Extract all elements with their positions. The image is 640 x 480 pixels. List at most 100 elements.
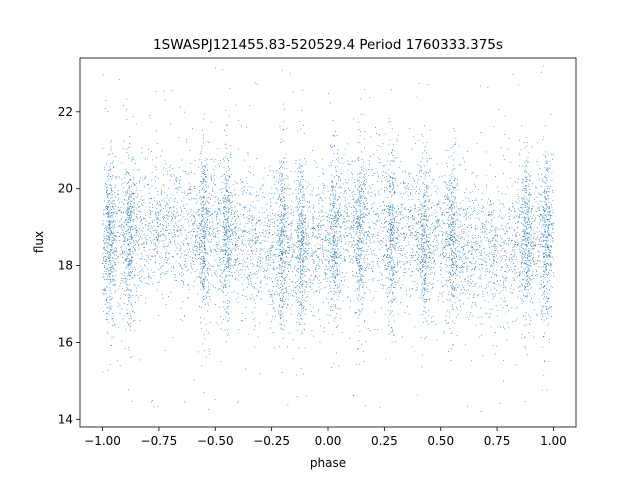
data-point — [357, 218, 359, 220]
data-point — [241, 181, 243, 183]
data-point — [253, 306, 255, 308]
data-point — [125, 329, 127, 331]
data-point — [155, 166, 157, 168]
data-point — [545, 151, 547, 153]
data-point — [451, 265, 452, 267]
data-point — [437, 188, 439, 189]
data-point — [351, 192, 353, 193]
data-point — [135, 232, 137, 233]
data-point — [398, 211, 400, 213]
data-point — [281, 222, 283, 224]
data-point — [471, 254, 472, 255]
data-point — [476, 255, 478, 257]
data-point — [225, 207, 226, 208]
data-point — [526, 259, 528, 261]
data-point — [217, 163, 219, 165]
data-point — [142, 243, 144, 245]
data-point — [410, 231, 412, 233]
data-point — [459, 208, 461, 210]
data-point — [234, 227, 236, 229]
data-point — [192, 286, 194, 287]
data-point — [342, 248, 344, 250]
data-point — [482, 259, 483, 261]
data-point — [480, 236, 481, 238]
data-point — [196, 238, 198, 240]
data-point — [513, 280, 515, 281]
data-point — [318, 280, 320, 282]
data-point — [312, 283, 314, 284]
data-point — [326, 269, 328, 271]
data-point — [165, 257, 167, 258]
data-point — [217, 264, 218, 266]
data-point — [269, 251, 271, 253]
data-point — [330, 145, 331, 147]
data-point — [196, 194, 197, 196]
data-point — [349, 261, 351, 263]
data-point — [542, 225, 544, 227]
data-point — [320, 234, 322, 236]
data-point — [523, 269, 525, 271]
data-point — [278, 233, 280, 235]
data-point — [550, 255, 552, 257]
data-point — [506, 238, 508, 240]
data-point — [134, 202, 136, 204]
data-point — [374, 194, 376, 195]
data-point — [232, 267, 234, 269]
data-point — [344, 190, 346, 192]
data-point — [412, 234, 414, 236]
data-point — [532, 244, 534, 246]
data-point — [474, 267, 476, 268]
data-point — [361, 278, 362, 280]
data-point — [250, 298, 252, 300]
data-point — [262, 229, 264, 231]
data-point — [393, 214, 394, 216]
data-point — [413, 219, 415, 221]
data-point — [377, 213, 379, 215]
data-point — [113, 240, 115, 241]
data-point — [255, 253, 257, 255]
data-point — [533, 206, 535, 207]
data-point — [467, 280, 469, 282]
data-point — [121, 227, 122, 229]
data-point — [168, 188, 170, 189]
data-point — [396, 282, 398, 284]
data-point — [546, 206, 548, 208]
data-point — [162, 184, 164, 186]
data-point — [392, 223, 394, 225]
data-point — [409, 235, 411, 237]
data-point — [366, 263, 368, 265]
data-point — [315, 270, 317, 272]
data-point — [347, 212, 348, 214]
data-point — [159, 235, 161, 236]
data-point — [386, 253, 388, 255]
data-point — [314, 277, 316, 279]
data-point — [535, 238, 537, 240]
data-point — [224, 249, 226, 251]
data-point — [164, 217, 165, 218]
data-point — [114, 196, 116, 198]
data-point — [134, 285, 136, 287]
data-point — [149, 222, 151, 224]
data-point — [351, 225, 353, 227]
data-point — [456, 205, 458, 207]
data-point — [143, 218, 145, 220]
data-point — [543, 207, 545, 209]
data-point — [367, 266, 369, 267]
data-point — [254, 228, 256, 230]
data-point — [104, 205, 106, 207]
data-point — [201, 161, 202, 163]
data-point — [471, 224, 473, 226]
data-point — [281, 228, 283, 230]
data-point — [483, 228, 485, 230]
data-point — [207, 262, 209, 264]
data-point — [525, 249, 527, 251]
data-point — [407, 261, 409, 263]
data-point — [334, 203, 336, 205]
data-point — [287, 298, 289, 300]
data-point — [309, 304, 311, 305]
data-point — [491, 218, 493, 220]
data-point — [186, 255, 188, 256]
data-point — [116, 248, 117, 250]
data-point — [486, 222, 487, 223]
data-point — [493, 283, 495, 285]
